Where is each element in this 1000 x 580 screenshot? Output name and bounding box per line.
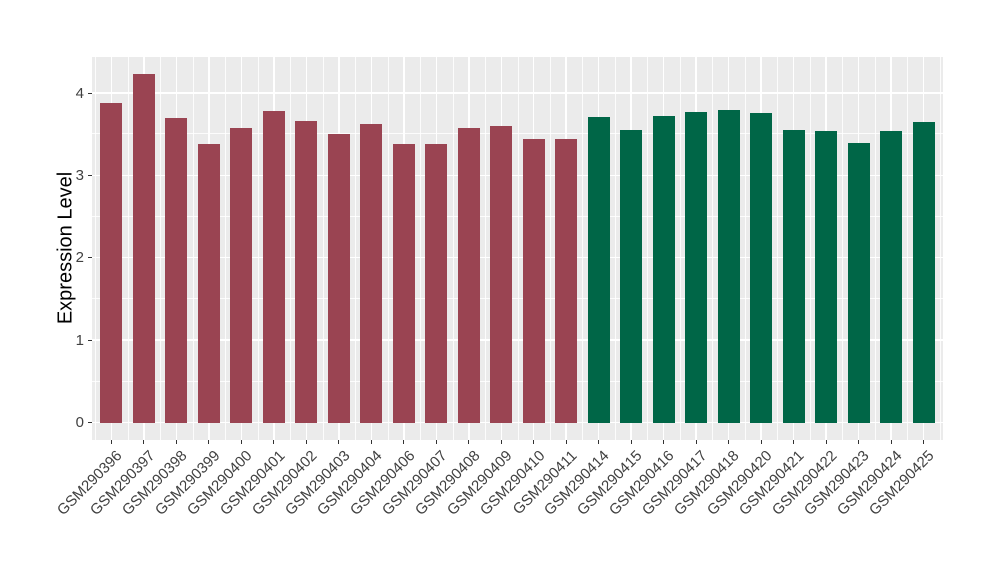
y-tick-mark: [88, 257, 92, 259]
bar-GSM290397: [132, 73, 155, 423]
x-tick-mark: [208, 440, 210, 444]
x-tick-mark: [273, 440, 275, 444]
bar-GSM290407: [425, 144, 448, 423]
y-axis-title-text: Expression Level: [54, 171, 77, 325]
minor-gridline-v: [582, 57, 584, 440]
x-tick-mark: [370, 440, 372, 444]
x-tick-mark: [598, 440, 600, 444]
minor-gridline-v: [420, 57, 422, 440]
minor-gridline-v: [192, 57, 194, 440]
bar-GSM290396: [100, 103, 123, 423]
x-tick-mark: [110, 440, 112, 444]
y-tick-label: 4: [75, 84, 84, 102]
minor-gridline-v: [517, 57, 519, 440]
x-tick-mark: [728, 440, 730, 444]
y-tick-mark: [88, 92, 92, 94]
minor-gridline-v: [290, 57, 292, 440]
x-tick-mark: [175, 440, 177, 444]
bar-GSM290411: [555, 138, 578, 423]
x-tick-mark: [793, 440, 795, 444]
y-tick-label: 3: [75, 167, 84, 185]
y-tick-label: 2: [75, 249, 84, 267]
minor-gridline-v: [614, 57, 616, 440]
x-tick-mark: [338, 440, 340, 444]
minor-gridline-v: [127, 57, 129, 440]
x-tick-mark: [240, 440, 242, 444]
bar-GSM290418: [717, 109, 740, 423]
minor-gridline-v: [874, 57, 876, 440]
minor-gridline-v: [322, 57, 324, 440]
bar-GSM290417: [685, 112, 708, 423]
minor-gridline-v: [95, 57, 97, 440]
minor-gridline-v: [647, 57, 649, 440]
bar-GSM290424: [880, 131, 903, 423]
bar-GSM290406: [392, 144, 415, 423]
x-tick-mark: [305, 440, 307, 444]
x-tick-mark: [143, 440, 145, 444]
major-gridline-h: [92, 339, 943, 341]
x-tick-mark: [825, 440, 827, 444]
y-tick-mark: [88, 175, 92, 177]
minor-gridline-v: [485, 57, 487, 440]
minor-gridline-v: [225, 57, 227, 440]
bar-GSM290400: [230, 127, 253, 423]
minor-gridline-v: [907, 57, 909, 440]
major-gridline-h: [92, 92, 943, 94]
major-gridline-h: [92, 256, 943, 259]
bar-GSM290408: [457, 127, 480, 423]
minor-gridline-v: [679, 57, 681, 440]
bar-GSM290399: [197, 144, 220, 423]
bar-GSM290398: [165, 117, 188, 423]
bar-GSM290403: [327, 133, 350, 423]
major-gridline-h: [92, 421, 943, 424]
x-tick-mark: [663, 440, 665, 444]
minor-gridline-v: [744, 57, 746, 440]
x-tick-mark: [500, 440, 502, 444]
y-tick-label: 1: [75, 331, 84, 349]
minor-gridline-v: [160, 57, 162, 440]
x-tick-mark: [403, 440, 405, 444]
minor-gridline-v: [549, 57, 551, 440]
x-tick-mark: [858, 440, 860, 444]
x-tick-mark: [435, 440, 437, 444]
bar-GSM290416: [652, 116, 675, 423]
y-tick-mark: [88, 339, 92, 341]
bar-GSM290415: [620, 129, 643, 423]
minor-gridline-v: [355, 57, 357, 440]
minor-gridline-v: [452, 57, 454, 440]
x-tick-mark: [630, 440, 632, 444]
major-gridline-h: [92, 174, 943, 177]
minor-gridline-v: [842, 57, 844, 440]
bar-GSM290410: [522, 139, 545, 423]
minor-gridline-v: [809, 57, 811, 440]
x-tick-mark: [890, 440, 892, 444]
minor-gridline-v: [257, 57, 259, 440]
plot-panel: [92, 57, 943, 440]
bar-GSM290404: [360, 123, 383, 423]
minor-gridline-v: [387, 57, 389, 440]
bar-GSM290423: [847, 142, 870, 423]
y-tick-mark: [88, 422, 92, 424]
bar-GSM290420: [750, 113, 773, 423]
bar-GSM290425: [912, 122, 935, 423]
bar-GSM290409: [490, 126, 513, 423]
x-tick-mark: [760, 440, 762, 444]
x-tick-mark: [565, 440, 567, 444]
minor-gridline-v: [777, 57, 779, 440]
y-tick-label: 0: [75, 414, 84, 432]
minor-gridline-v: [712, 57, 714, 440]
bar-GSM290402: [295, 121, 318, 423]
x-tick-mark: [923, 440, 924, 444]
x-tick-mark: [695, 440, 697, 444]
bar-GSM290422: [815, 131, 838, 423]
bar-GSM290401: [262, 110, 285, 423]
minor-gridline-v: [939, 57, 941, 440]
bar-GSM290414: [587, 117, 610, 423]
x-tick-mark: [533, 440, 535, 444]
bar-GSM290421: [782, 130, 805, 423]
x-tick-mark: [468, 440, 470, 444]
